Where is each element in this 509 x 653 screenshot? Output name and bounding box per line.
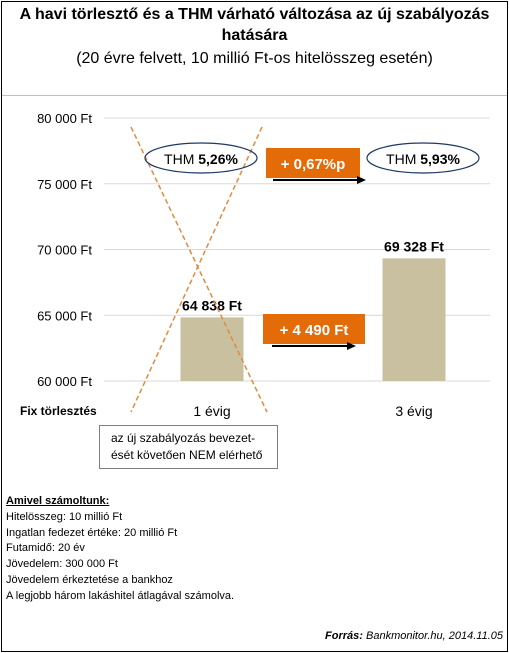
payment-change-arrow-head [347, 342, 356, 350]
bar-data-label: 69 328 Ft [384, 238, 444, 254]
assumptions-block: Amivel számoltunk: Hitelösszeg: 10 milli… [6, 494, 234, 605]
assumption-line: Ingatlan fedezet értéke: 20 millió Ft [6, 526, 178, 539]
thm-after-label: THM 5,93% [386, 151, 460, 167]
assumptions-header: Amivel számoltunk: [6, 495, 110, 507]
source-line: Forrás: Bankmonitor.hu, 2014.11.05 [325, 630, 503, 642]
thm-before-label: THM 5,26% [164, 151, 238, 167]
y-tick-label: 60 000 Ft [37, 374, 92, 389]
y-tick-label: 70 000 Ft [37, 243, 92, 258]
thm-change-box [266, 148, 360, 178]
assumption-line: Jövedelem érkeztetése a bankhoz [6, 573, 173, 586]
thm-change-arrow-head [357, 176, 366, 184]
bar [180, 317, 244, 381]
thm-before-ellipse [144, 142, 258, 174]
note-line-2: ését követően NEM elérhető [111, 448, 263, 462]
data-labels: 64 838 Ft 69 328 Ft [182, 238, 444, 313]
payment-change-label: + 4 490 Ft [280, 322, 349, 339]
cross-line-1 [130, 126, 268, 413]
x-category-labels: 1 évig 3 évig [193, 403, 432, 419]
assumption-line: Hitelösszeg: 10 millió Ft [6, 510, 123, 523]
series-label: Fix törlesztés [20, 404, 97, 418]
source-label: Forrás: [325, 630, 363, 642]
x-category-label: 1 évig [193, 403, 230, 419]
not-available-note: az új szabályozás bevezet- ését követően… [99, 425, 278, 469]
cross-line-2 [130, 126, 263, 413]
chart-subtitle: (20 évre felvett, 10 millió Ft-os hitelö… [76, 50, 433, 67]
note-line-1: az új szabályozás bevezet- [111, 431, 256, 445]
assumption-line: Jövedelem: 300 000 Ft [6, 558, 118, 571]
y-tick-labels: 80 000 Ft 75 000 Ft 70 000 Ft 65 000 Ft 60 0… [37, 111, 92, 389]
bars [180, 258, 446, 381]
chart-title-line2: hatására [221, 27, 288, 44]
chart-title-line1: A havi törlesztő és a THM várható változ… [19, 6, 490, 23]
assumption-line: A legjobb három lakáshitel átlagával szá… [6, 589, 235, 602]
y-tick-label: 80 000 Ft [37, 111, 92, 126]
y-tick-label: 75 000 Ft [37, 177, 92, 192]
bar [382, 258, 446, 381]
thm-after-ellipse [366, 142, 480, 174]
x-category-label: 3 évig [395, 403, 432, 419]
title-divider [2, 95, 507, 96]
assumption-line: Futamidő: 20 év [6, 542, 85, 555]
thm-change-label: + 0,67%p [281, 156, 346, 173]
bar-data-label: 64 838 Ft [182, 297, 242, 313]
source-text: Bankmonitor.hu, 2014.11.05 [362, 630, 503, 642]
payment-change-box [263, 314, 365, 344]
y-tick-label: 65 000 Ft [37, 308, 92, 323]
